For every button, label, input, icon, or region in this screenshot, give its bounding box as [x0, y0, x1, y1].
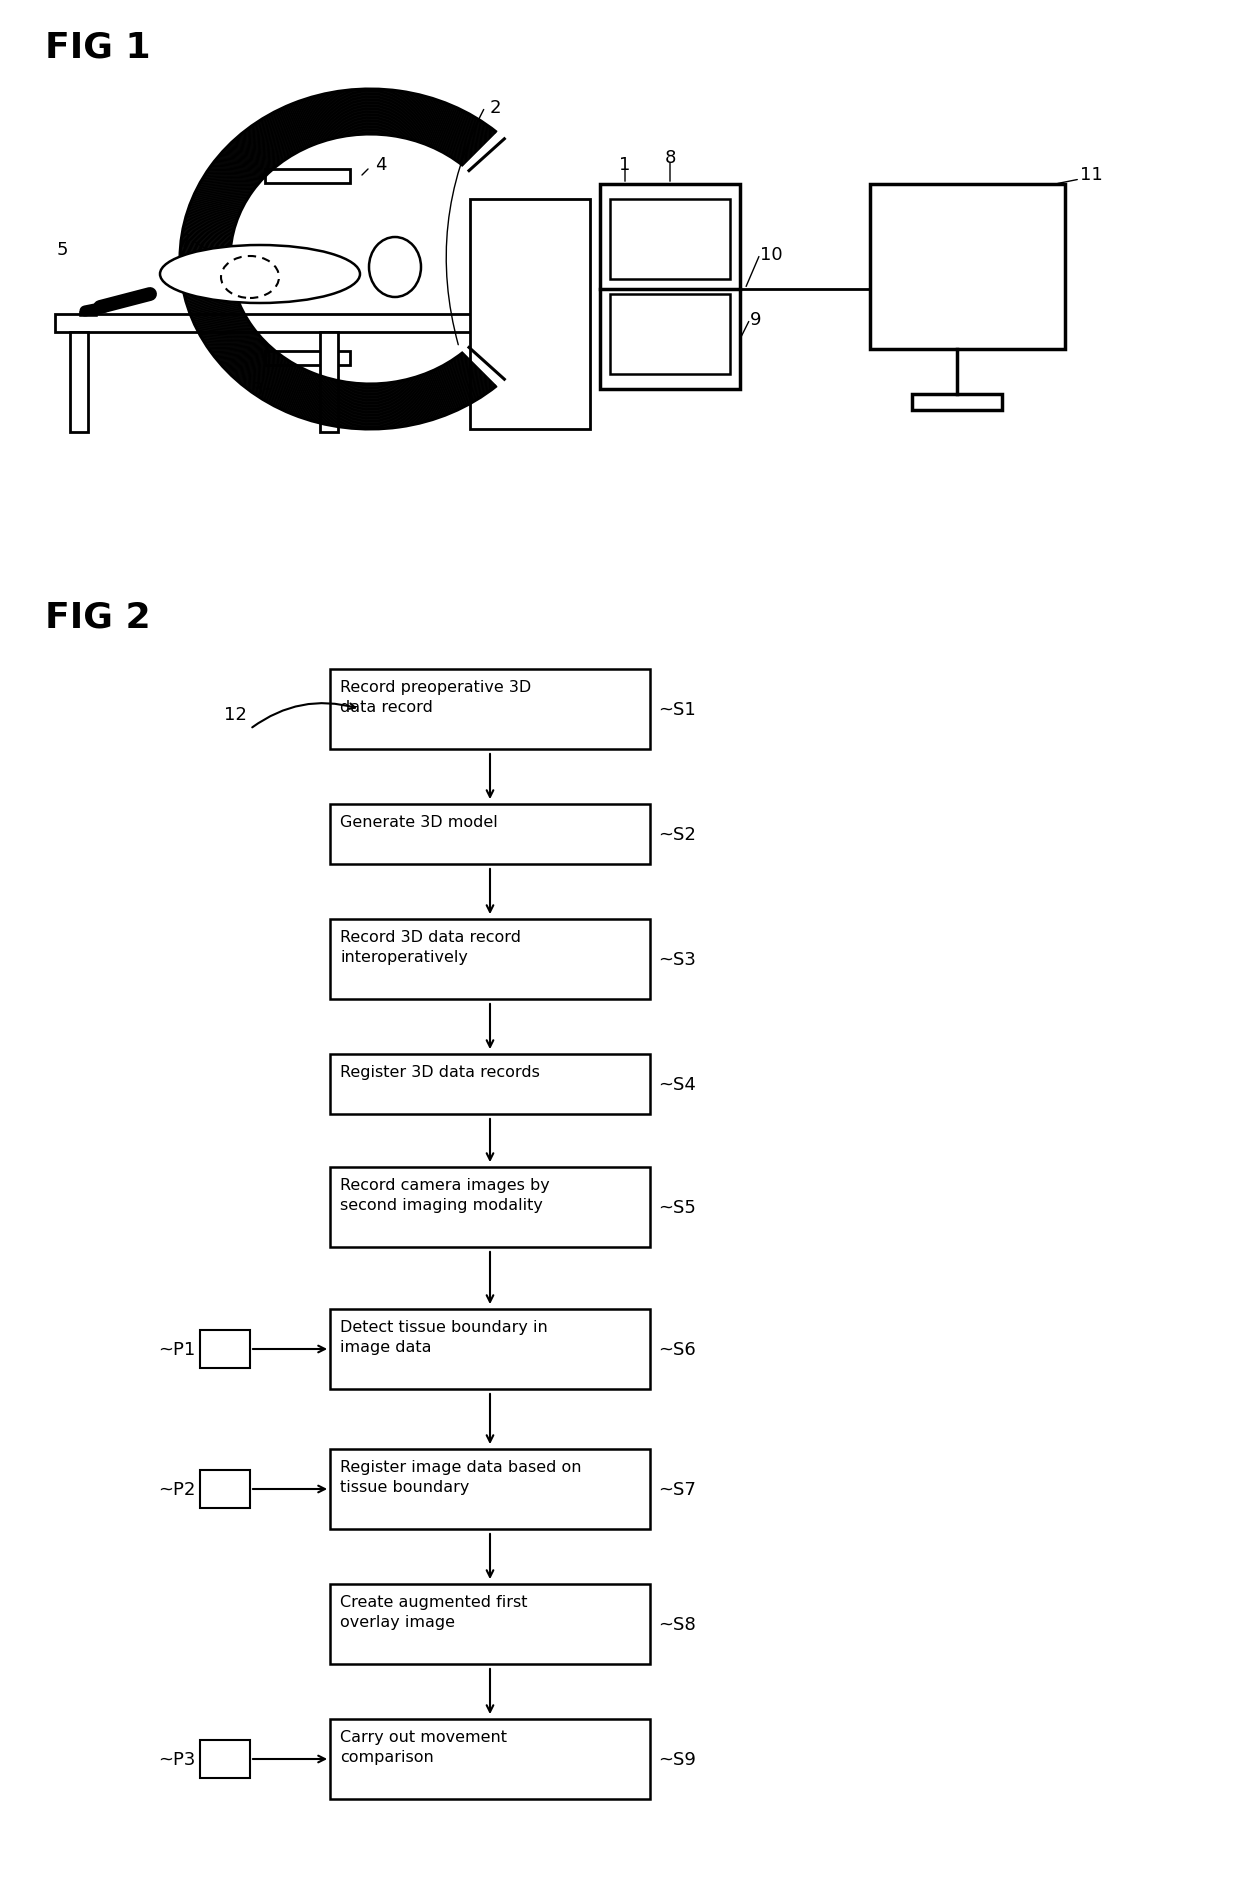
Bar: [265, 352, 350, 365]
Bar: [330, 1585, 650, 1664]
Bar: [69, 333, 88, 433]
Bar: [200, 1741, 250, 1778]
Text: 4: 4: [374, 156, 387, 173]
Bar: [55, 314, 495, 333]
Text: ~S6: ~S6: [658, 1340, 696, 1359]
Text: ~S2: ~S2: [658, 826, 696, 843]
Text: 6: 6: [295, 248, 306, 267]
Text: Register 3D data records: Register 3D data records: [340, 1065, 539, 1080]
Bar: [320, 333, 339, 433]
Bar: [265, 169, 350, 184]
Bar: [870, 184, 1065, 350]
Ellipse shape: [160, 247, 360, 303]
Text: ~S3: ~S3: [658, 950, 696, 969]
Bar: [200, 1470, 250, 1507]
Text: 3: 3: [252, 380, 263, 399]
Text: ~S4: ~S4: [658, 1075, 696, 1093]
Bar: [330, 1054, 650, 1114]
Text: Record 3D data record
interoperatively: Record 3D data record interoperatively: [340, 930, 521, 964]
Text: Register image data based on
tissue boundary: Register image data based on tissue boun…: [340, 1459, 582, 1494]
Text: 10: 10: [760, 247, 782, 263]
Text: 5: 5: [56, 241, 68, 260]
Bar: [600, 184, 740, 390]
Bar: [470, 199, 590, 429]
Bar: [330, 1310, 650, 1389]
Bar: [330, 1167, 650, 1248]
Text: 1: 1: [619, 156, 631, 173]
Bar: [200, 1331, 250, 1368]
Text: 11: 11: [1080, 166, 1102, 184]
Bar: [330, 670, 650, 749]
Text: Record camera images by
second imaging modality: Record camera images by second imaging m…: [340, 1178, 549, 1212]
Bar: [330, 1718, 650, 1799]
Text: Detect tissue boundary in
image data: Detect tissue boundary in image data: [340, 1319, 548, 1353]
Text: 7: 7: [180, 233, 191, 250]
Bar: [911, 395, 1002, 410]
Text: FIG 1: FIG 1: [45, 30, 150, 64]
Bar: [330, 805, 650, 864]
Ellipse shape: [370, 237, 422, 297]
Text: ~S1: ~S1: [658, 700, 696, 719]
Text: ~S5: ~S5: [658, 1199, 696, 1216]
Text: Generate 3D model: Generate 3D model: [340, 815, 497, 830]
Text: Create augmented first
overlay image: Create augmented first overlay image: [340, 1594, 527, 1630]
Text: ~P3: ~P3: [157, 1750, 195, 1767]
Bar: [330, 920, 650, 999]
Text: Record preoperative 3D
data record: Record preoperative 3D data record: [340, 679, 531, 715]
Text: 12: 12: [223, 706, 247, 723]
Bar: [610, 199, 730, 280]
Text: FIG 2: FIG 2: [45, 600, 150, 634]
Bar: [610, 295, 730, 375]
Text: 2: 2: [490, 100, 501, 117]
Text: 9: 9: [750, 311, 761, 329]
Text: ~P1: ~P1: [157, 1340, 195, 1359]
Text: ~P2: ~P2: [157, 1481, 195, 1498]
Text: ~S8: ~S8: [658, 1615, 696, 1634]
Text: ~S7: ~S7: [658, 1481, 696, 1498]
Bar: [330, 1449, 650, 1530]
Text: 8: 8: [665, 149, 676, 167]
Text: ~S9: ~S9: [658, 1750, 696, 1767]
Text: Carry out movement
comparison: Carry out movement comparison: [340, 1730, 507, 1763]
